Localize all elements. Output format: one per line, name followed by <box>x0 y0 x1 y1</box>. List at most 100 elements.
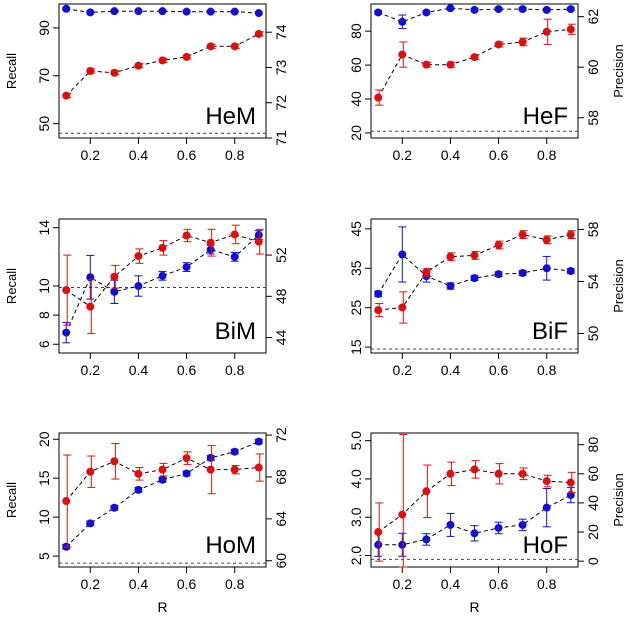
data-point <box>422 487 431 496</box>
data-point <box>182 7 191 16</box>
y-left-tick-label: 90 <box>36 20 52 36</box>
data-point <box>158 243 167 252</box>
x-tick-label: 0.4 <box>129 362 149 378</box>
data-point <box>134 469 143 478</box>
data-point <box>422 268 431 277</box>
y-right-tick-label: 73 <box>273 59 289 75</box>
series-precision <box>62 442 264 548</box>
data-point <box>62 497 71 506</box>
data-point <box>470 53 479 62</box>
data-point <box>158 7 167 16</box>
data-point <box>158 465 167 474</box>
data-point <box>470 465 479 474</box>
data-point <box>398 250 407 259</box>
series-precision <box>374 433 576 568</box>
data-point <box>398 540 407 549</box>
y-left-tick-label: 15 <box>348 339 364 355</box>
data-point <box>398 17 407 26</box>
data-point <box>494 469 503 478</box>
series-precision <box>62 29 264 100</box>
data-point <box>86 273 95 282</box>
series-line <box>377 28 571 98</box>
data-point <box>494 523 503 532</box>
y-left-tick-label: 40 <box>348 91 364 107</box>
y-right-tick-label: 58 <box>585 221 601 237</box>
data-point <box>230 447 239 456</box>
data-point <box>110 68 119 77</box>
y-left-tick-label: 45 <box>348 221 364 237</box>
data-point <box>254 231 263 240</box>
x-tick-label: 0.4 <box>441 576 461 592</box>
data-point <box>86 467 95 476</box>
plot-frame <box>370 218 579 354</box>
data-point <box>134 252 143 261</box>
panel-bim: 0.2 0.4 0.6 0.8 6 8 10 14 44 48 52 Recall BiM <box>4 218 289 378</box>
y-left-tick-label: 2.0 <box>348 546 364 566</box>
panel-title: HoM <box>205 532 256 559</box>
y-left-tick-label: 25 <box>348 300 364 316</box>
y-left-tick-label: 35 <box>348 260 364 276</box>
y-left-tick-label: 14 <box>36 220 52 236</box>
data-point <box>446 60 455 69</box>
y-right-tick-label: 60 <box>273 553 289 569</box>
data-point <box>110 503 119 512</box>
data-point <box>422 535 431 544</box>
series-precision <box>374 230 576 324</box>
y-right-tick-label: 68 <box>273 469 289 485</box>
y-left-tick-label: 6 <box>36 340 52 348</box>
y-right-tick-label: 72 <box>273 427 289 443</box>
y-right-axis-label: Precision <box>611 259 626 312</box>
data-point <box>446 4 455 13</box>
data-point <box>374 289 383 298</box>
panel-title: BiF <box>532 318 568 345</box>
data-point <box>542 235 551 244</box>
data-point <box>494 5 503 14</box>
data-point <box>518 37 527 46</box>
y-left-tick-label: 70 <box>36 68 52 84</box>
x-axis-label: R <box>469 599 479 615</box>
data-point <box>470 274 479 283</box>
y-right-tick-label: 54 <box>585 273 601 289</box>
y-left-tick-label: 3.0 <box>348 507 364 527</box>
data-point <box>254 437 263 446</box>
x-tick-label: 0.2 <box>393 576 413 592</box>
data-point <box>86 8 95 17</box>
y-right-tick-label: 52 <box>273 247 289 263</box>
y-left-tick-label: 8 <box>36 311 52 319</box>
x-tick-label: 0.4 <box>129 147 149 163</box>
data-point <box>566 5 575 14</box>
data-point <box>62 286 71 295</box>
x-tick-label: 0.8 <box>537 362 557 378</box>
data-point <box>446 469 455 478</box>
data-point <box>398 510 407 519</box>
series-recall <box>62 437 263 551</box>
data-point <box>134 485 143 494</box>
data-point <box>566 25 575 34</box>
x-tick-label: 0.2 <box>81 147 101 163</box>
x-tick-label: 0.6 <box>489 362 509 378</box>
data-point <box>518 520 527 529</box>
panel-bif: 0.2 0.4 0.6 0.8 15 25 35 45 50 54 58 Precision BiF <box>348 218 626 378</box>
data-point <box>446 520 455 529</box>
data-point <box>518 469 527 478</box>
y-right-tick-label: 20 <box>585 524 601 540</box>
panel-title: HeF <box>523 103 568 130</box>
x-tick-label: 0.6 <box>489 576 509 592</box>
data-point <box>494 40 503 49</box>
data-point <box>182 263 191 272</box>
panel-hem: 0.2 0.4 0.6 0.8 50 70 90 71 72 73 74 Recall HeM <box>4 3 289 163</box>
data-point <box>230 42 239 51</box>
data-point <box>182 454 191 463</box>
plot-frame <box>58 432 267 568</box>
series-recall <box>374 4 575 30</box>
data-point <box>158 271 167 280</box>
x-tick-label: 0.8 <box>225 576 245 592</box>
y-right-tick-label: 44 <box>273 330 289 346</box>
x-tick-label: 0.2 <box>393 362 413 378</box>
data-point <box>86 519 95 528</box>
data-point <box>110 7 119 16</box>
data-point <box>566 230 575 239</box>
data-point <box>254 9 263 18</box>
x-tick-label: 0.6 <box>489 147 509 163</box>
